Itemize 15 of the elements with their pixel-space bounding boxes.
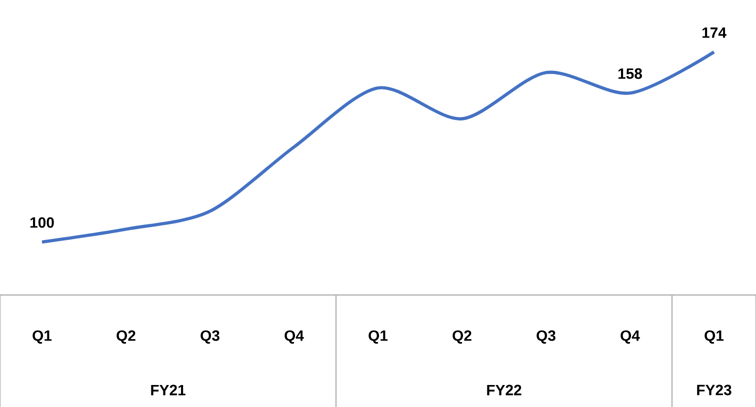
data-label: 158	[618, 68, 642, 79]
x-tick-label: Q2	[452, 330, 472, 344]
text: FY21	[151, 384, 186, 396]
text: FY23	[697, 384, 732, 396]
x-tick-label: Q2	[116, 330, 136, 344]
x-tick-label: Q3	[536, 330, 556, 344]
x-tick-label: Q1	[32, 330, 52, 344]
text: FY22	[487, 384, 522, 396]
data-label: 174	[702, 28, 726, 38]
x-tick-label: Q4	[284, 330, 304, 344]
x-tick-label: Q1	[704, 330, 724, 344]
x-tick-label: Q4	[620, 330, 640, 344]
x-tick-label: Q1	[368, 330, 388, 344]
x-tick-label: Q3	[200, 330, 220, 344]
data-label: 100	[30, 217, 54, 228]
